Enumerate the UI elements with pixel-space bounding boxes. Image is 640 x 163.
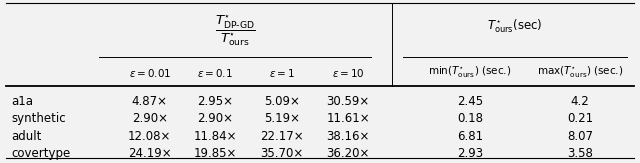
Text: $\varepsilon = 0.1$: $\varepsilon = 0.1$: [197, 67, 233, 79]
Text: $\dfrac{T^{\star}_{\mathrm{DP\text{-}GD}}}{T^{\star}_{\mathrm{ours}}}$: $\dfrac{T^{\star}_{\mathrm{DP\text{-}GD}…: [215, 14, 255, 48]
Text: 22.17×: 22.17×: [260, 130, 304, 143]
Text: 0.18: 0.18: [457, 112, 483, 126]
Text: 11.61×: 11.61×: [326, 112, 370, 126]
Text: 36.20×: 36.20×: [326, 147, 370, 160]
Text: 11.84×: 11.84×: [193, 130, 237, 143]
Text: $T^{\star}_{\mathrm{ours}}(\mathrm{sec})$: $T^{\star}_{\mathrm{ours}}(\mathrm{sec})…: [488, 17, 543, 35]
Text: 2.95×: 2.95×: [197, 95, 233, 108]
Text: $\varepsilon = 0.01$: $\varepsilon = 0.01$: [129, 67, 171, 79]
Text: 5.19×: 5.19×: [264, 112, 300, 126]
Text: 30.59×: 30.59×: [326, 95, 370, 108]
Text: $\varepsilon = 10$: $\varepsilon = 10$: [332, 67, 365, 79]
Text: $\min(T^{\star}_{\mathrm{ours}})$ (sec.): $\min(T^{\star}_{\mathrm{ours}})$ (sec.): [428, 65, 511, 80]
Text: 35.70×: 35.70×: [260, 147, 304, 160]
Text: synthetic: synthetic: [12, 112, 66, 126]
Text: 2.45: 2.45: [457, 95, 483, 108]
Text: 5.09×: 5.09×: [264, 95, 300, 108]
Text: 3.58: 3.58: [567, 147, 593, 160]
Text: 12.08×: 12.08×: [128, 130, 172, 143]
Text: 19.85×: 19.85×: [193, 147, 237, 160]
Text: 0.21: 0.21: [567, 112, 593, 126]
Text: 24.19×: 24.19×: [128, 147, 172, 160]
Text: adult: adult: [12, 130, 42, 143]
Text: covertype: covertype: [12, 147, 71, 160]
Text: $\max(T^{\star}_{\mathrm{ours}})$ (sec.): $\max(T^{\star}_{\mathrm{ours}})$ (sec.): [537, 65, 623, 80]
Text: 2.90×: 2.90×: [197, 112, 233, 126]
Text: 2.90×: 2.90×: [132, 112, 168, 126]
Text: 2.93: 2.93: [457, 147, 483, 160]
Text: 6.81: 6.81: [457, 130, 483, 143]
Text: 4.87×: 4.87×: [132, 95, 168, 108]
Text: 38.16×: 38.16×: [326, 130, 370, 143]
Text: a1a: a1a: [12, 95, 33, 108]
Text: 8.07: 8.07: [567, 130, 593, 143]
Text: $\varepsilon = 1$: $\varepsilon = 1$: [269, 67, 295, 79]
Text: 4.2: 4.2: [570, 95, 589, 108]
